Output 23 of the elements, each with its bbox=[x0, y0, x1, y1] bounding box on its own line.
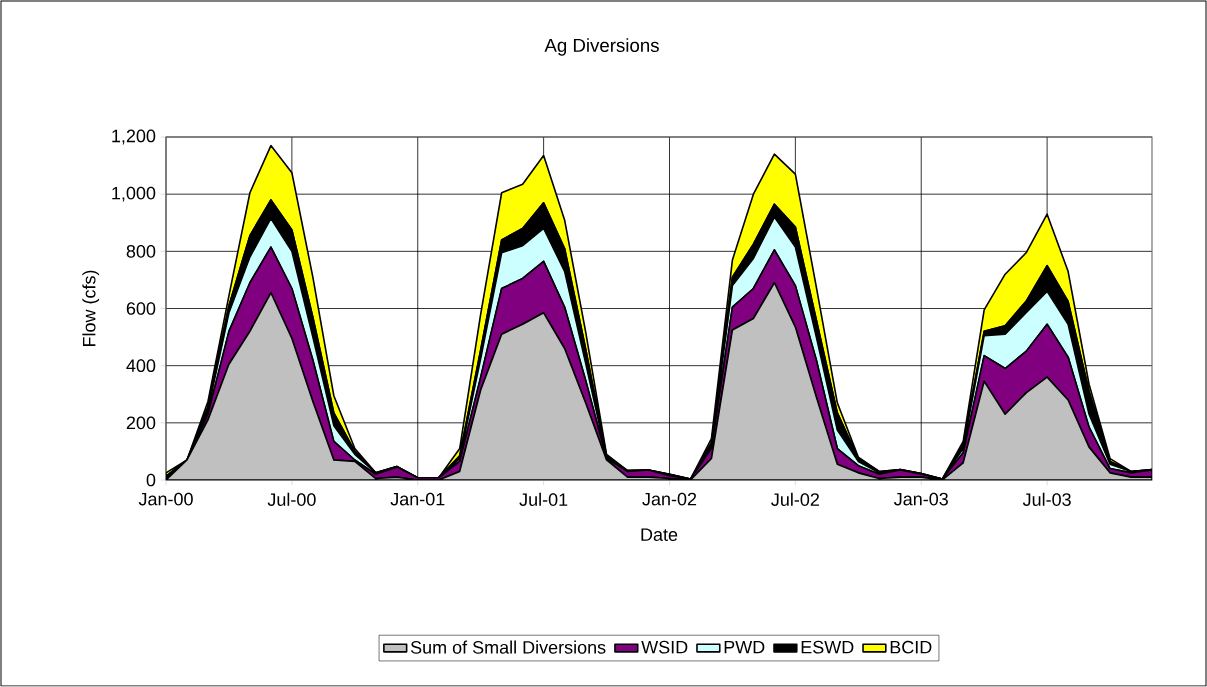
x-tick-label: Jan-01 bbox=[390, 492, 445, 506]
legend-label: ESWD bbox=[801, 640, 854, 654]
y-tick-label: 800 bbox=[126, 244, 156, 258]
x-tick-label: Jan-00 bbox=[138, 492, 193, 506]
x-tick-label: Jul-02 bbox=[771, 492, 819, 506]
x-tick-label: Jul-03 bbox=[1022, 492, 1071, 506]
y-tick-label: 200 bbox=[126, 416, 156, 430]
y-tick-label: 400 bbox=[126, 359, 156, 373]
y-tick-label: 600 bbox=[126, 302, 156, 315]
x-tick-label: Jul-00 bbox=[267, 492, 316, 506]
x-tick-label: Jan-03 bbox=[893, 492, 948, 506]
y-axis-title: Flow (cfs) bbox=[82, 270, 100, 347]
x-axis-title: Date bbox=[641, 528, 678, 541]
y-tick-label: 1,000 bbox=[112, 186, 156, 202]
legend-label: PWD bbox=[724, 640, 765, 654]
x-tick-label: Jan-02 bbox=[642, 492, 697, 506]
legend-label: BCID bbox=[890, 640, 932, 654]
chart-title: Ag Diversions bbox=[544, 38, 659, 56]
y-tick-label: 1,200 bbox=[112, 129, 156, 145]
legend-label: Sum of Small Diversions bbox=[410, 640, 606, 654]
x-tick-label: Jul-01 bbox=[519, 492, 568, 506]
y-tick-label: 0 bbox=[146, 473, 156, 487]
legend-label: WSID bbox=[641, 640, 688, 654]
